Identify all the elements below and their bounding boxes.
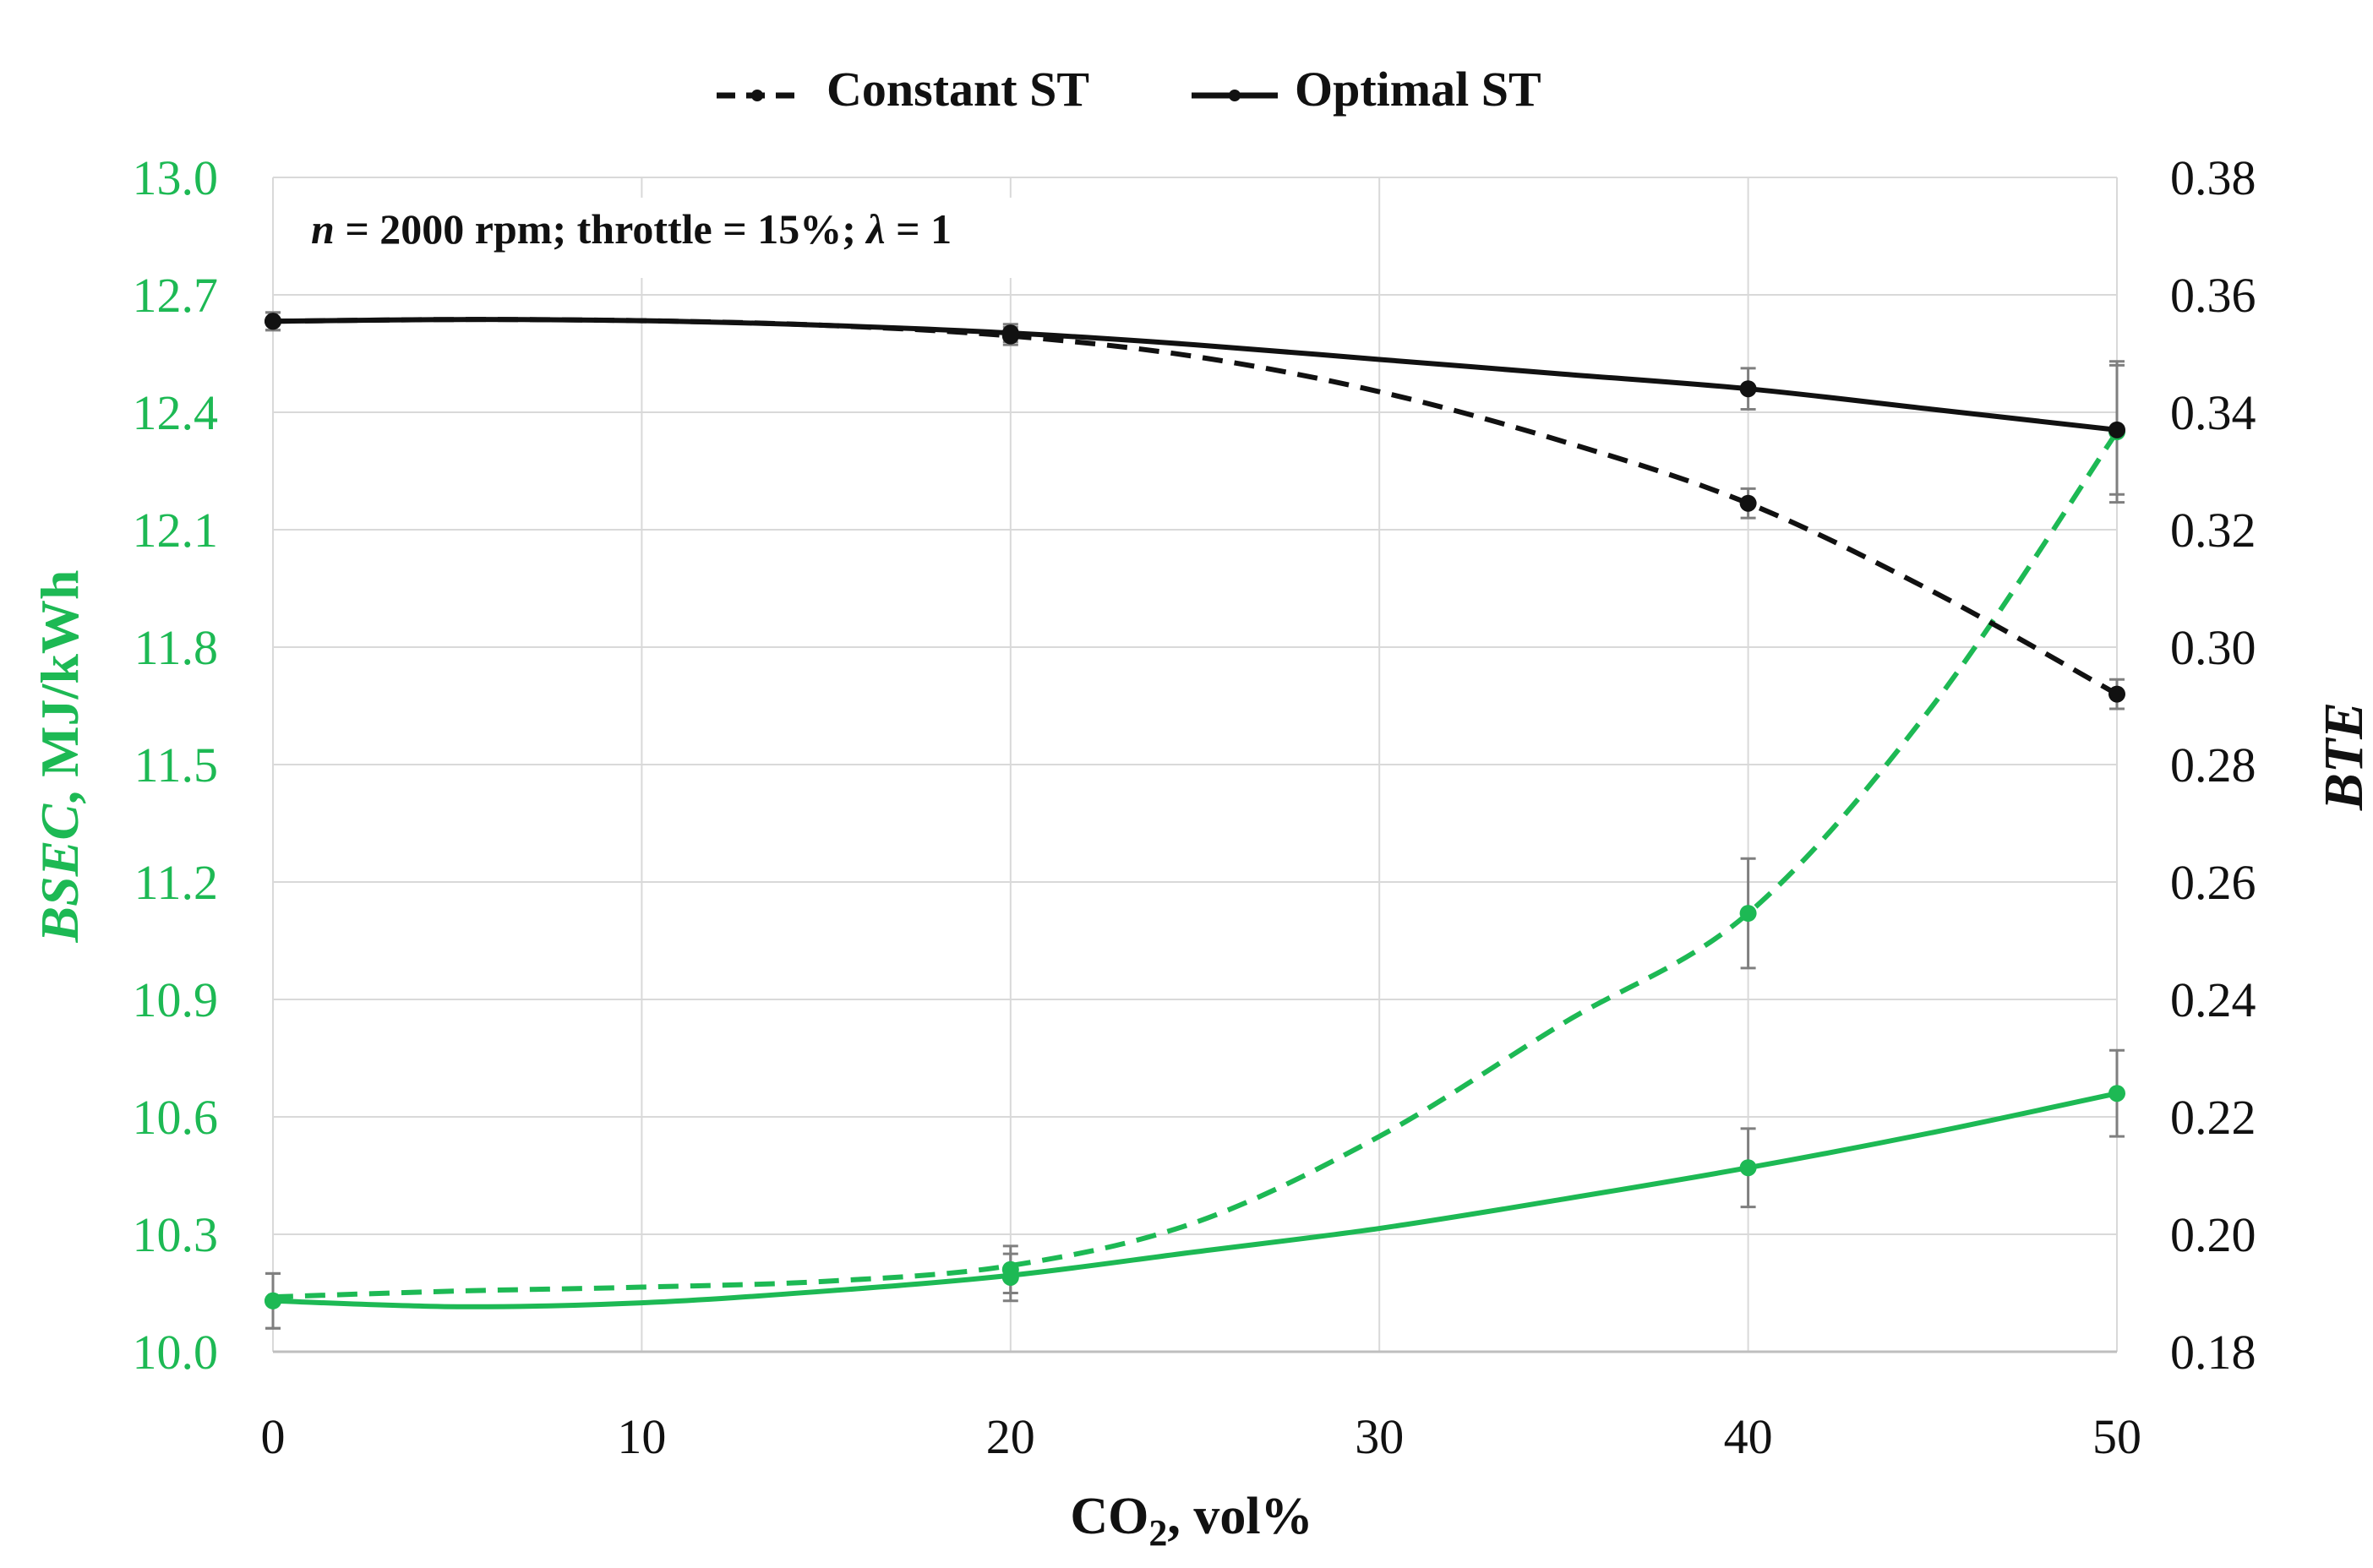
annotation-text-part2: = 1: [886, 205, 952, 253]
data-point: [265, 1292, 281, 1309]
data-point: [2108, 685, 2125, 703]
data-point: [265, 313, 281, 330]
series-line-2: [272, 317, 2119, 697]
annotation-background: [292, 198, 1141, 278]
left-axis-title-rest: , MJ/kWh: [30, 569, 90, 803]
legend-optimal-st-marker: [1229, 90, 1241, 101]
annotation-n-symbol: n: [311, 205, 335, 253]
legend: Constant ST Optimal ST: [717, 62, 1541, 117]
right-tick-label: 0.18: [2170, 1325, 2256, 1380]
data-point: [2108, 1085, 2125, 1102]
data-point: [1001, 324, 1019, 342]
right-tick-label: 0.20: [2170, 1207, 2256, 1262]
condition-annotation: n = 2000 rpm; throttle = 15%; λ = 1: [311, 205, 952, 253]
annotation-text-part1: = 2000 rpm; throttle = 15%;: [335, 205, 867, 253]
x-tick-label: 50: [2092, 1409, 2141, 1464]
grid: [272, 177, 2118, 1353]
right-tick-label: 0.38: [2170, 150, 2256, 205]
data-point: [1001, 1268, 1019, 1286]
legend-constant-st-marker: [751, 90, 763, 101]
left-axis-title: BSEC, MJ/kWh: [30, 569, 90, 943]
legend-optimal-st-label: Optimal ST: [1295, 62, 1541, 117]
x-tick-label: 10: [617, 1409, 666, 1464]
right-axis-title: BTE: [2313, 702, 2373, 811]
right-tick-label: 0.28: [2170, 738, 2256, 792]
left-axis-title-italic: BSEC: [30, 803, 90, 944]
right-tick-label: 0.36: [2170, 268, 2256, 323]
x-tick-label: 30: [1355, 1409, 1404, 1464]
left-tick-label: 10.9: [133, 972, 219, 1027]
x-axis-title-subscript: 2: [1148, 1512, 1167, 1554]
annotation-lambda-symbol: λ: [865, 205, 885, 253]
data-point: [1739, 1159, 1757, 1177]
right-tick-label: 0.22: [2170, 1090, 2256, 1145]
x-tick-label: 20: [986, 1409, 1035, 1464]
right-tick-label: 0.30: [2170, 620, 2256, 675]
data-point: [1739, 905, 1757, 923]
left-tick-label: 11.2: [134, 855, 218, 910]
data-point: [1739, 380, 1757, 398]
error-bars: [265, 311, 2125, 1330]
x-axis-title: CO2, vol%: [1070, 1488, 1312, 1554]
left-tick-label: 11.5: [134, 738, 218, 792]
x-axis-title-rest: , vol%: [1167, 1488, 1312, 1545]
legend-constant-st-label: Constant ST: [826, 62, 1089, 117]
series-line-1: [272, 1091, 2118, 1309]
x-tick-label: 0: [261, 1409, 286, 1464]
left-tick-label: 12.7: [133, 268, 219, 323]
x-tick-label: 40: [1724, 1409, 1773, 1464]
left-tick-label: 11.8: [134, 620, 218, 675]
right-tick-label: 0.34: [2170, 385, 2256, 440]
left-tick-label: 10.3: [133, 1207, 219, 1262]
right-tick-label: 0.24: [2170, 972, 2256, 1027]
left-tick-label: 13.0: [133, 150, 219, 205]
data-point: [1739, 494, 1757, 512]
series-lines: [272, 317, 2119, 1309]
right-tick-label: 0.26: [2170, 855, 2256, 910]
left-tick-label: 10.6: [133, 1090, 219, 1145]
data-markers: [265, 313, 2125, 1309]
x-axis-title-main: CO: [1070, 1488, 1148, 1545]
tick-labels: 10.0 10.3 10.6 10.9 11.2 11.5 11.8 12.1 12.4 12.7…: [133, 150, 2256, 1464]
right-tick-label: 0.32: [2170, 503, 2256, 558]
series-line-3: [272, 317, 2118, 433]
left-tick-label: 10.0: [133, 1325, 219, 1380]
series-line-0: [272, 430, 2119, 1300]
left-tick-label: 12.4: [133, 385, 219, 440]
left-tick-label: 12.1: [133, 503, 219, 558]
data-point: [2108, 421, 2125, 438]
